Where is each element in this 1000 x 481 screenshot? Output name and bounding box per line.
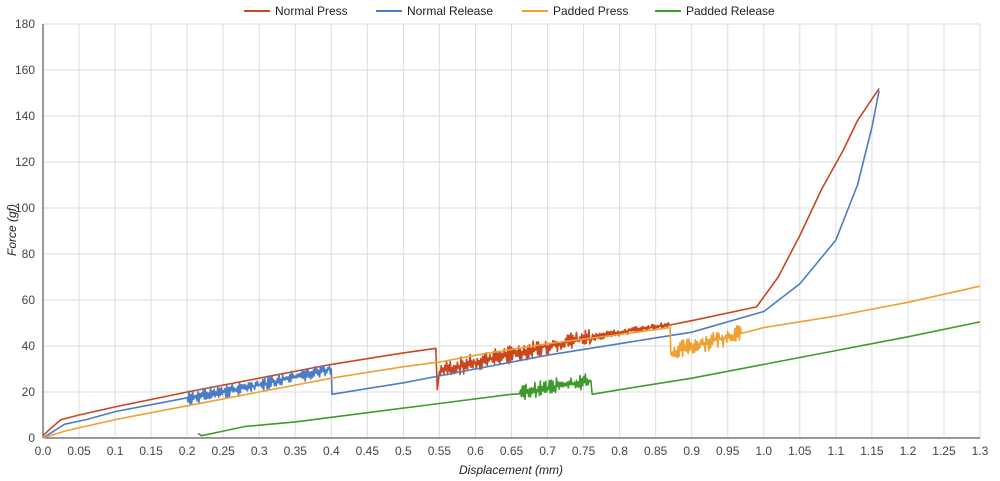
legend-entry: Padded Release xyxy=(686,4,775,18)
y-axis-label: Force (gf) xyxy=(5,204,19,256)
x-tick-label: 0.55 xyxy=(428,444,452,458)
x-tick-label: 0.7 xyxy=(539,444,556,458)
x-tick-label: 1.15 xyxy=(860,444,884,458)
x-tick-label: 0.2 xyxy=(179,444,196,458)
y-tick-label: 40 xyxy=(22,339,36,353)
y-tick-label: 140 xyxy=(15,109,35,123)
x-tick-label: 0.15 xyxy=(139,444,163,458)
x-tick-label: 0.75 xyxy=(572,444,596,458)
series-lines xyxy=(42,87,981,439)
x-tick-label: 0.1 xyxy=(107,444,124,458)
x-tick-label: 0.95 xyxy=(716,444,740,458)
y-tick-label: 120 xyxy=(15,155,35,169)
x-tick-label: 0.85 xyxy=(644,444,668,458)
x-tick-label: 0.0 xyxy=(35,444,52,458)
legend-entry: Padded Press xyxy=(553,4,628,18)
x-tick-label: 0.9 xyxy=(683,444,700,458)
x-tick-label: 0.6 xyxy=(467,444,484,458)
x-tick-label: 0.65 xyxy=(500,444,524,458)
x-axis-label: Displacement (mm) xyxy=(459,463,563,477)
grid-lines xyxy=(42,23,981,439)
x-tick-label: 0.5 xyxy=(395,444,412,458)
series-line-padded-press xyxy=(42,285,981,439)
legend-entry: Normal Release xyxy=(407,4,493,18)
y-tick-label: 160 xyxy=(15,63,35,77)
legend: Normal Press Normal Release Padded Press Pa… xyxy=(244,4,775,18)
x-tick-label: 0.25 xyxy=(212,444,236,458)
x-tick-label: 0.8 xyxy=(611,444,628,458)
x-tick-label: 0.3 xyxy=(251,444,268,458)
series-line-normal-release xyxy=(42,90,880,439)
y-tick-label: 80 xyxy=(22,247,36,261)
x-tick-label: 0.05 xyxy=(67,444,91,458)
x-axis-ticks: 0.0 0.05 0.1 0.15 0.2 0.25 0.3 0.35 0.4 0.45 0.5 0.… xyxy=(35,444,989,458)
legend-entry: Normal Press xyxy=(275,4,348,18)
x-tick-label: 1.0 xyxy=(755,444,772,458)
x-tick-label: 1.25 xyxy=(932,444,956,458)
x-tick-label: 0.45 xyxy=(356,444,380,458)
series-line-normal-press xyxy=(42,87,880,437)
x-tick-label: 1.2 xyxy=(900,444,917,458)
y-tick-label: 20 xyxy=(22,385,36,399)
x-tick-label: 1.1 xyxy=(828,444,845,458)
x-tick-label: 0.35 xyxy=(284,444,308,458)
y-tick-label: 180 xyxy=(15,17,35,31)
series-line-padded-release xyxy=(197,321,981,437)
x-tick-label: 1.05 xyxy=(788,444,812,458)
y-tick-label: 100 xyxy=(15,201,35,215)
y-tick-label: 60 xyxy=(22,293,36,307)
y-tick-label: 0 xyxy=(28,431,35,445)
x-tick-label: 0.4 xyxy=(323,444,340,458)
x-tick-label: 1.3 xyxy=(972,444,989,458)
y-axis-ticks: 0 20 40 60 80 100 120 140 160 180 xyxy=(15,17,35,445)
